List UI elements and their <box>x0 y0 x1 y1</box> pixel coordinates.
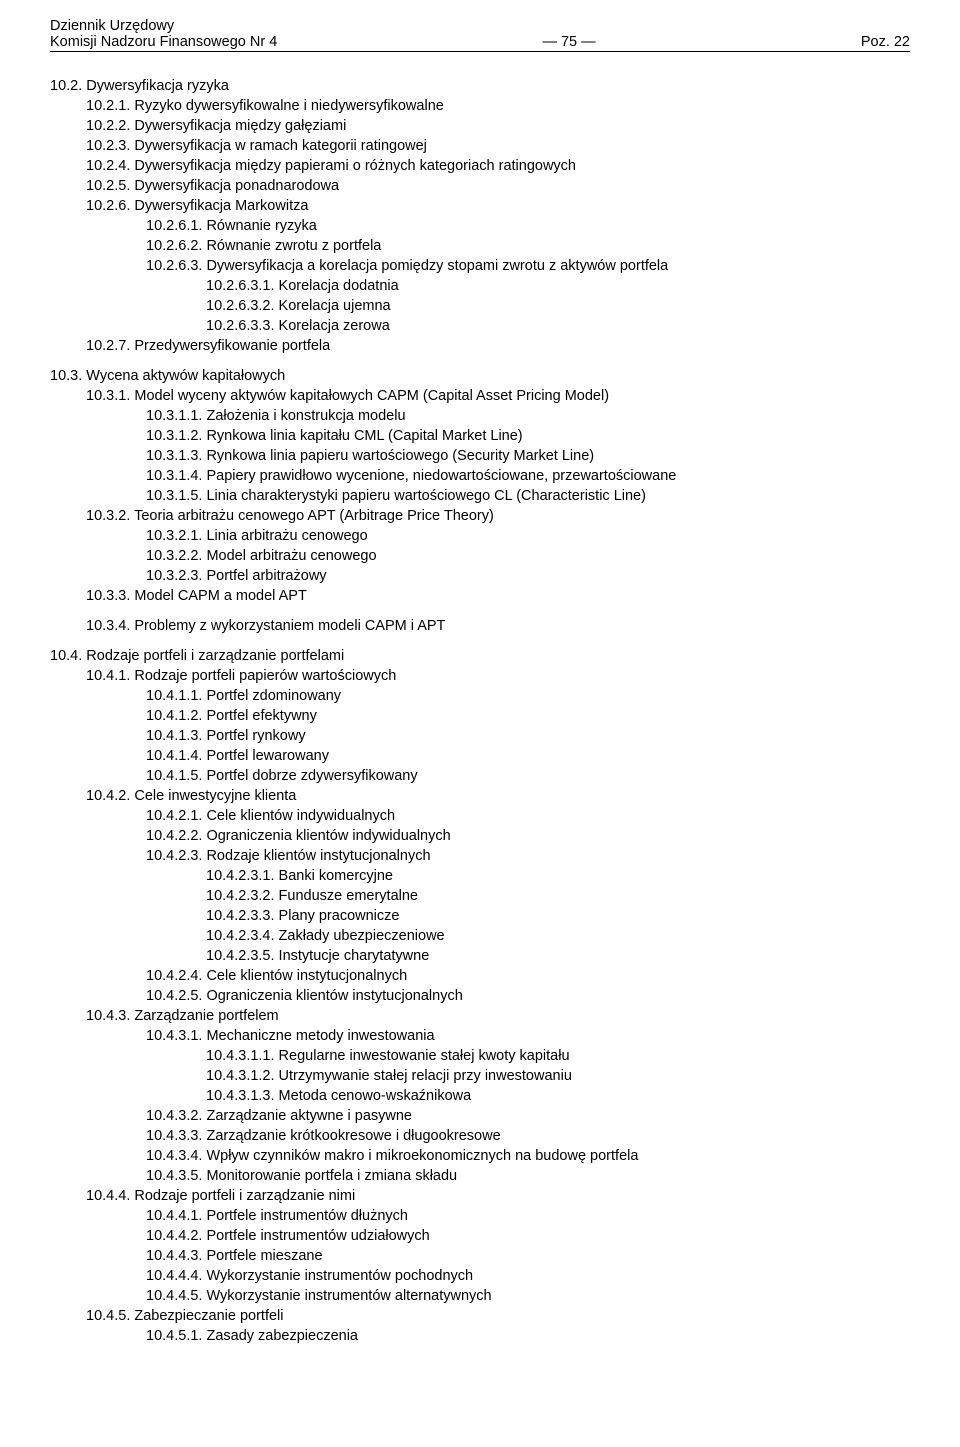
outline-item: 10.4.5.1. Zasady zabezpieczenia <box>146 1326 910 1346</box>
outline-item: 10.4.1.3. Portfel rynkowy <box>146 726 910 746</box>
outline-item: 10.4.3.1.1. Regularne inwestowanie stałe… <box>206 1046 910 1066</box>
outline-item: 10.4.4.5. Wykorzystanie instrumentów alt… <box>146 1286 910 1306</box>
outline-item: 10.2.5. Dywersyfikacja ponadnarodowa <box>86 176 910 196</box>
outline-item: 10.4.3.5. Monitorowanie portfela i zmian… <box>146 1166 910 1186</box>
outline-item: 10.2.1. Ryzyko dywersyfikowalne i niedyw… <box>86 96 910 116</box>
outline-item: 10.4.4.4. Wykorzystanie instrumentów poc… <box>146 1266 910 1286</box>
outline-item: 10.4.1.1. Portfel zdominowany <box>146 686 910 706</box>
outline-item: 10.2.6.3.3. Korelacja zerowa <box>206 316 910 336</box>
outline-item: 10.4.2. Cele inwestycyjne klienta <box>86 786 910 806</box>
outline-item: 10.4.4.2. Portfele instrumentów udziałow… <box>146 1226 910 1246</box>
outline-item: 10.2.6. Dywersyfikacja Markowitza <box>86 196 910 216</box>
outline-content: 10.2. Dywersyfikacja ryzyka 10.2.1. Ryzy… <box>50 76 910 1346</box>
outline-item: 10.4.5. Zabezpieczanie portfeli <box>86 1306 910 1326</box>
outline-item: 10.4.2.4. Cele klientów instytucjonalnyc… <box>146 966 910 986</box>
header-title: Dziennik Urzędowy Komisji Nadzoru Finans… <box>50 18 277 50</box>
outline-item: 10.2. Dywersyfikacja ryzyka <box>50 76 910 96</box>
outline-item: 10.3.1.2. Rynkowa linia kapitału CML (Ca… <box>146 426 910 446</box>
outline-item: 10.3.2.3. Portfel arbitrażowy <box>146 566 910 586</box>
outline-item: 10.3.3. Model CAPM a model APT <box>86 586 910 606</box>
header-reference: Poz. 22 <box>861 34 910 50</box>
outline-item: 10.4.1.4. Portfel lewarowany <box>146 746 910 766</box>
outline-item: 10.2.6.3.2. Korelacja ujemna <box>206 296 910 316</box>
outline-item: 10.3.4. Problemy z wykorzystaniem modeli… <box>86 616 910 636</box>
outline-item: 10.4.3.1. Mechaniczne metody inwestowani… <box>146 1026 910 1046</box>
outline-item: 10.4.3.1.3. Metoda cenowo-wskaźnikowa <box>206 1086 910 1106</box>
outline-item: 10.4.3.2. Zarządzanie aktywne i pasywne <box>146 1106 910 1126</box>
outline-item: 10.4.2.1. Cele klientów indywidualnych <box>146 806 910 826</box>
header-line1: Dziennik Urzędowy <box>50 18 277 34</box>
header-line2: Komisji Nadzoru Finansowego Nr 4 <box>50 34 277 50</box>
outline-item: 10.4.2.3.3. Plany pracownicze <box>206 906 910 926</box>
outline-item: 10.4.2.5. Ograniczenia klientów instytuc… <box>146 986 910 1006</box>
outline-item: 10.2.6.1. Równanie ryzyka <box>146 216 910 236</box>
outline-item: 10.4.3. Zarządzanie portfelem <box>86 1006 910 1026</box>
outline-item: 10.3.1.1. Założenia i konstrukcja modelu <box>146 406 910 426</box>
outline-item: 10.4.2.3.4. Zakłady ubezpieczeniowe <box>206 926 910 946</box>
outline-item: 10.4.1.5. Portfel dobrze zdywersyfikowan… <box>146 766 910 786</box>
outline-item: 10.3.2.1. Linia arbitrażu cenowego <box>146 526 910 546</box>
outline-item: 10.4.3.4. Wpływ czynników makro i mikroe… <box>146 1146 910 1166</box>
outline-item: 10.3.1. Model wyceny aktywów kapitałowyc… <box>86 386 910 406</box>
outline-item: 10.2.6.3.1. Korelacja dodatnia <box>206 276 910 296</box>
outline-item: 10.4.2.3. Rodzaje klientów instytucjonal… <box>146 846 910 866</box>
outline-item: 10.2.6.2. Równanie zwrotu z portfela <box>146 236 910 256</box>
outline-item: 10.3.1.4. Papiery prawidłowo wycenione, … <box>146 466 910 486</box>
outline-item: 10.3.1.3. Rynkowa linia papieru wartości… <box>146 446 910 466</box>
outline-item: 10.4.2.3.1. Banki komercyjne <box>206 866 910 886</box>
header-page-number: — 75 — <box>542 34 595 50</box>
page-header: Dziennik Urzędowy Komisji Nadzoru Finans… <box>50 18 910 52</box>
outline-item: 10.4.2.2. Ograniczenia klientów indywidu… <box>146 826 910 846</box>
outline-item: 10.4.1.2. Portfel efektywny <box>146 706 910 726</box>
outline-item: 10.4. Rodzaje portfeli i zarządzanie por… <box>50 646 910 666</box>
outline-item: 10.2.7. Przedywersyfikowanie portfela <box>86 336 910 356</box>
outline-item: 10.4.3.1.2. Utrzymywanie stałej relacji … <box>206 1066 910 1086</box>
outline-item: 10.4.2.3.5. Instytucje charytatywne <box>206 946 910 966</box>
outline-item: 10.2.6.3. Dywersyfikacja a korelacja pom… <box>146 256 910 276</box>
outline-item: 10.4.3.3. Zarządzanie krótkookresowe i d… <box>146 1126 910 1146</box>
outline-item: 10.3.1.5. Linia charakterystyki papieru … <box>146 486 910 506</box>
outline-item: 10.3.2.2. Model arbitrażu cenowego <box>146 546 910 566</box>
outline-item: 10.3.2. Teoria arbitrażu cenowego APT (A… <box>86 506 910 526</box>
outline-item: 10.4.4.1. Portfele instrumentów dłużnych <box>146 1206 910 1226</box>
outline-item: 10.4.2.3.2. Fundusze emerytalne <box>206 886 910 906</box>
outline-item: 10.2.3. Dywersyfikacja w ramach kategori… <box>86 136 910 156</box>
outline-item: 10.3. Wycena aktywów kapitałowych <box>50 366 910 386</box>
outline-item: 10.4.1. Rodzaje portfeli papierów wartoś… <box>86 666 910 686</box>
outline-item: 10.2.4. Dywersyfikacja między papierami … <box>86 156 910 176</box>
outline-item: 10.4.4. Rodzaje portfeli i zarządzanie n… <box>86 1186 910 1206</box>
outline-item: 10.2.2. Dywersyfikacja między gałęziami <box>86 116 910 136</box>
outline-item: 10.4.4.3. Portfele mieszane <box>146 1246 910 1266</box>
